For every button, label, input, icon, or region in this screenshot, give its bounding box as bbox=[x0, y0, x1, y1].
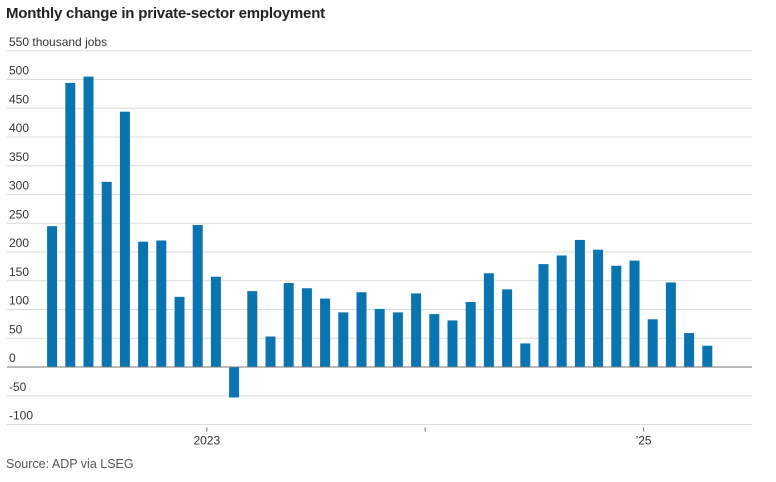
y-tick-label: 150 bbox=[9, 265, 29, 279]
y-tick-label: 550 thousand jobs bbox=[9, 35, 107, 49]
bar bbox=[119, 111, 130, 367]
y-tick-label: 450 bbox=[9, 92, 29, 106]
bar bbox=[101, 181, 112, 367]
bar bbox=[465, 302, 476, 367]
bar bbox=[702, 345, 713, 367]
y-tick-label: -100 bbox=[9, 409, 33, 423]
bar bbox=[83, 76, 94, 367]
bar bbox=[65, 82, 76, 367]
y-tick-label: 500 bbox=[9, 64, 29, 78]
source-note: Source: ADP via LSEG bbox=[6, 457, 134, 471]
y-tick-label: 200 bbox=[9, 236, 29, 250]
bar bbox=[356, 292, 367, 367]
bar bbox=[265, 336, 276, 367]
y-tick-label: 50 bbox=[9, 322, 23, 336]
bar bbox=[502, 289, 513, 367]
bar bbox=[647, 319, 658, 367]
y-tick-label: 250 bbox=[9, 207, 29, 221]
bar bbox=[629, 260, 640, 367]
bar bbox=[374, 308, 385, 367]
bar bbox=[320, 298, 331, 367]
y-tick-label: 0 bbox=[9, 351, 16, 365]
bar bbox=[338, 312, 349, 367]
bar bbox=[192, 224, 203, 367]
bar bbox=[47, 226, 58, 367]
y-tick-label: 350 bbox=[9, 150, 29, 164]
bar bbox=[156, 240, 167, 367]
bar bbox=[593, 249, 604, 367]
bar bbox=[138, 241, 149, 367]
bar bbox=[301, 288, 312, 367]
bar bbox=[538, 264, 549, 367]
x-tick-label: 2023 bbox=[193, 434, 220, 448]
bar bbox=[556, 255, 567, 367]
bar bbox=[247, 291, 258, 367]
bar bbox=[574, 239, 585, 367]
y-tick-label: 400 bbox=[9, 121, 29, 135]
bar bbox=[174, 296, 185, 367]
y-tick-label: 300 bbox=[9, 179, 29, 193]
bar bbox=[411, 293, 422, 367]
bar bbox=[611, 265, 622, 367]
x-tick-label: ’25 bbox=[636, 434, 652, 448]
bar bbox=[229, 367, 240, 398]
bar bbox=[429, 314, 440, 367]
bar bbox=[684, 333, 695, 367]
y-tick-label: 100 bbox=[9, 294, 29, 308]
bar bbox=[447, 320, 458, 367]
bar bbox=[520, 343, 531, 367]
bar bbox=[283, 283, 294, 367]
bar bbox=[210, 276, 221, 367]
bar bbox=[483, 273, 494, 367]
chart-title: Monthly change in private-sector employm… bbox=[6, 5, 325, 22]
bar bbox=[392, 312, 403, 367]
bar bbox=[665, 282, 676, 367]
y-tick-label: -50 bbox=[9, 380, 27, 394]
